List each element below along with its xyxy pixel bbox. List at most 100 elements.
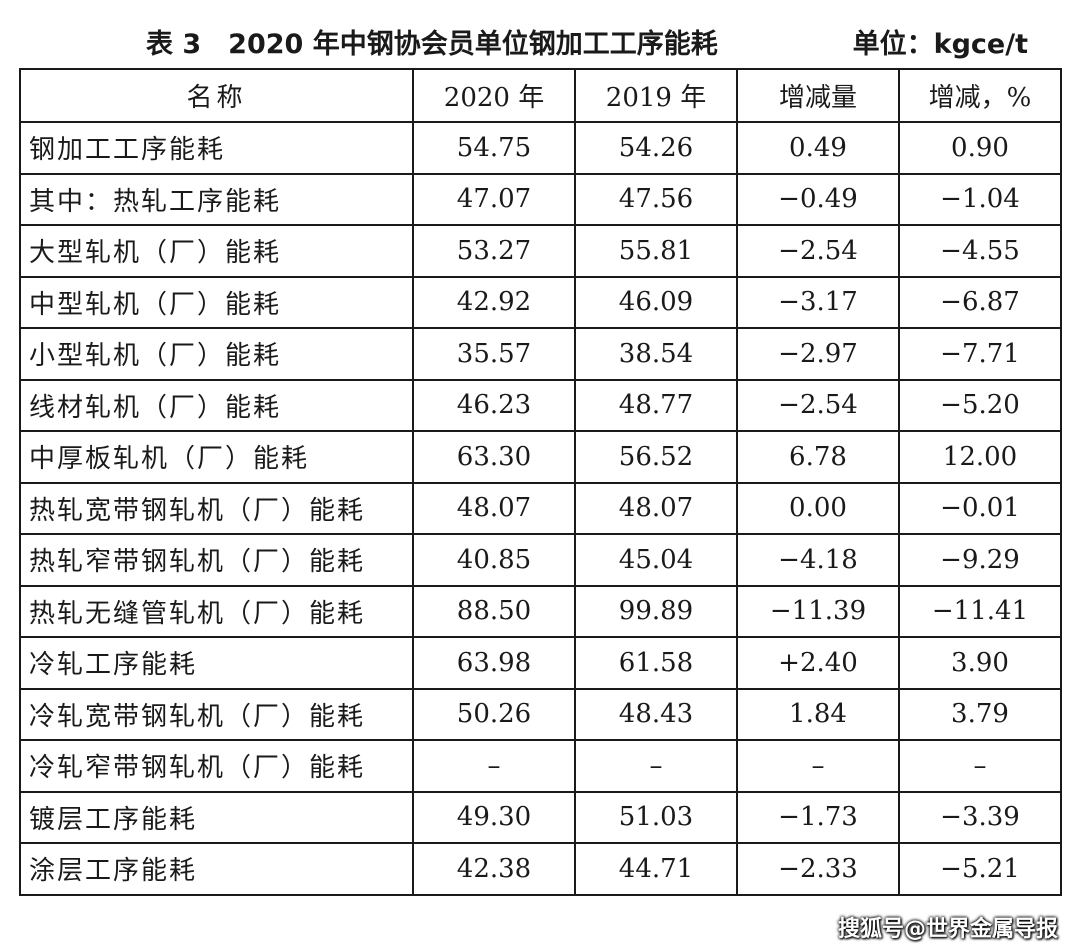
value-2020: 49.30 <box>412 790 576 844</box>
table-row: 冷轧窄带钢轧机（厂）能耗 – – – – <box>19 739 1062 793</box>
value-2019: 55.81 <box>574 224 738 278</box>
value-2019: 54.26 <box>574 121 738 175</box>
value-2019: 46.09 <box>574 275 738 329</box>
value-change: −2.54 <box>736 378 900 432</box>
row-name: 涂层工序能耗 <box>19 842 414 896</box>
row-name: 热轧无缝管轧机（厂）能耗 <box>19 584 414 638</box>
table-title: 表 3 2020 年中钢协会员单位钢加工工序能耗 <box>146 29 718 60</box>
value-change: 1.84 <box>736 687 900 741</box>
value-change-percent: 0.90 <box>898 121 1062 175</box>
value-change: −0.49 <box>736 172 900 226</box>
table-caption: 表 3 2020 年中钢协会员单位钢加工工序能耗 单位：kgce/t <box>0 22 1080 62</box>
value-change-percent: −7.71 <box>898 327 1062 381</box>
value-2019: 61.58 <box>574 636 738 690</box>
value-2019: 56.52 <box>574 430 738 484</box>
value-change-percent: −3.39 <box>898 790 1062 844</box>
table-row: 涂层工序能耗 42.38 44.71 −2.33 −5.21 <box>19 842 1062 896</box>
header-2020: 2020 年 <box>412 68 576 123</box>
table-row: 中厚板轧机（厂）能耗 63.30 56.52 6.78 12.00 <box>19 430 1062 484</box>
unit-label: 单位：kgce/t <box>852 29 1028 60</box>
row-name: 冷轧窄带钢轧机（厂）能耗 <box>19 739 414 793</box>
row-name: 其中：热轧工序能耗 <box>19 172 414 226</box>
value-2019: 45.04 <box>574 533 738 587</box>
row-name: 中型轧机（厂）能耗 <box>19 275 414 329</box>
value-2020: 53.27 <box>412 224 576 278</box>
row-name: 小型轧机（厂）能耗 <box>19 327 414 381</box>
row-name: 热轧窄带钢轧机（厂）能耗 <box>19 533 414 587</box>
value-change-percent: −11.41 <box>898 584 1062 638</box>
row-name: 热轧宽带钢轧机（厂）能耗 <box>19 481 414 535</box>
value-2020: 50.26 <box>412 687 576 741</box>
table-row: 冷轧宽带钢轧机（厂）能耗 50.26 48.43 1.84 3.79 <box>19 687 1062 741</box>
header-change: 增减量 <box>736 68 900 123</box>
value-2020: 48.07 <box>412 481 576 535</box>
value-change: 6.78 <box>736 430 900 484</box>
value-change-percent: – <box>898 739 1062 793</box>
header-change-percent: 增减，% <box>898 68 1062 123</box>
value-2019: 48.77 <box>574 378 738 432</box>
value-2020: 63.30 <box>412 430 576 484</box>
value-change: 0.49 <box>736 121 900 175</box>
header-name: 名称 <box>19 68 414 123</box>
value-change-percent: −5.20 <box>898 378 1062 432</box>
value-change-percent: −1.04 <box>898 172 1062 226</box>
table-row: 热轧宽带钢轧机（厂）能耗 48.07 48.07 0.00 −0.01 <box>19 481 1062 535</box>
watermark: 搜狐号@世界金属导报 <box>837 917 1058 942</box>
table-row: 中型轧机（厂）能耗 42.92 46.09 −3.17 −6.87 <box>19 275 1062 329</box>
value-2020: 40.85 <box>412 533 576 587</box>
table-row: 钢加工工序能耗 54.75 54.26 0.49 0.90 <box>19 121 1062 175</box>
value-change: −11.39 <box>736 584 900 638</box>
value-change-percent: 3.79 <box>898 687 1062 741</box>
value-change: −3.17 <box>736 275 900 329</box>
table-row: 热轧窄带钢轧机（厂）能耗 40.85 45.04 −4.18 −9.29 <box>19 533 1062 587</box>
header-2019: 2019 年 <box>574 68 738 123</box>
value-change: −2.33 <box>736 842 900 896</box>
value-2020: 54.75 <box>412 121 576 175</box>
value-change-percent: −5.21 <box>898 842 1062 896</box>
value-2019: 44.71 <box>574 842 738 896</box>
value-change: −2.97 <box>736 327 900 381</box>
value-2019: 47.56 <box>574 172 738 226</box>
value-change: 0.00 <box>736 481 900 535</box>
table-row: 大型轧机（厂）能耗 53.27 55.81 −2.54 −4.55 <box>19 224 1062 278</box>
row-name: 大型轧机（厂）能耗 <box>19 224 414 278</box>
value-change-percent: 3.90 <box>898 636 1062 690</box>
row-name: 线材轧机（厂）能耗 <box>19 378 414 432</box>
table-row: 冷轧工序能耗 63.98 61.58 +2.40 3.90 <box>19 636 1062 690</box>
table-row: 热轧无缝管轧机（厂）能耗 88.50 99.89 −11.39 −11.41 <box>19 584 1062 638</box>
header-row: 名称 2020 年 2019 年 增减量 增减，% <box>19 68 1062 123</box>
table-row: 线材轧机（厂）能耗 46.23 48.77 −2.54 −5.20 <box>19 378 1062 432</box>
value-change-percent: 12.00 <box>898 430 1062 484</box>
value-2020: 88.50 <box>412 584 576 638</box>
value-change-percent: −6.87 <box>898 275 1062 329</box>
value-2020: – <box>412 739 576 793</box>
value-2019: – <box>574 739 738 793</box>
row-name: 冷轧宽带钢轧机（厂）能耗 <box>19 687 414 741</box>
value-2019: 48.43 <box>574 687 738 741</box>
value-2020: 42.92 <box>412 275 576 329</box>
value-2020: 46.23 <box>412 378 576 432</box>
row-name: 镀层工序能耗 <box>19 790 414 844</box>
table-row: 其中：热轧工序能耗 47.07 47.56 −0.49 −1.04 <box>19 172 1062 226</box>
value-change-percent: −9.29 <box>898 533 1062 587</box>
table-row: 小型轧机（厂）能耗 35.57 38.54 −2.97 −7.71 <box>19 327 1062 381</box>
value-2020: 47.07 <box>412 172 576 226</box>
value-2020: 63.98 <box>412 636 576 690</box>
row-name: 钢加工工序能耗 <box>19 121 414 175</box>
value-change: −1.73 <box>736 790 900 844</box>
row-name: 中厚板轧机（厂）能耗 <box>19 430 414 484</box>
value-2020: 35.57 <box>412 327 576 381</box>
value-2019: 48.07 <box>574 481 738 535</box>
value-2019: 38.54 <box>574 327 738 381</box>
value-change: +2.40 <box>736 636 900 690</box>
value-2019: 51.03 <box>574 790 738 844</box>
value-change: −2.54 <box>736 224 900 278</box>
value-2020: 42.38 <box>412 842 576 896</box>
row-name: 冷轧工序能耗 <box>19 636 414 690</box>
table-row: 镀层工序能耗 49.30 51.03 −1.73 −3.39 <box>19 790 1062 844</box>
value-change-percent: −4.55 <box>898 224 1062 278</box>
value-change: −4.18 <box>736 533 900 587</box>
value-change-percent: −0.01 <box>898 481 1062 535</box>
value-change: – <box>736 739 900 793</box>
energy-consumption-table: 名称 2020 年 2019 年 增减量 增减，% 钢加工工序能耗 54.75 … <box>19 68 1062 896</box>
